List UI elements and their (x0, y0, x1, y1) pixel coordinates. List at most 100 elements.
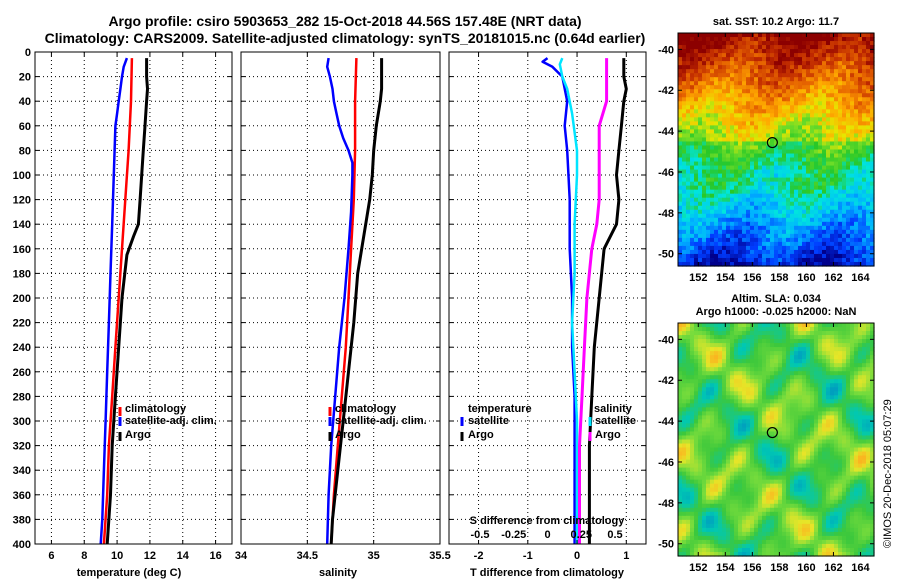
sst-cell (818, 213, 823, 219)
sst-cell (722, 33, 727, 38)
sst-cell (686, 41, 691, 46)
sst-cell (866, 253, 871, 259)
sst-cell (774, 125, 779, 131)
sla-cell (794, 359, 799, 364)
sla-cell (678, 323, 683, 328)
sla-cell (782, 463, 787, 469)
sla-cell (814, 435, 819, 441)
sst-cell (858, 237, 863, 243)
sla-cell (758, 423, 763, 429)
sla-cell (774, 359, 779, 364)
sla-cell (758, 395, 763, 400)
sla-cell (810, 399, 815, 404)
sla-cell (718, 331, 723, 336)
sla-cell (738, 335, 743, 340)
sst-cell (742, 41, 747, 46)
sst-cell (790, 245, 795, 251)
sst-cell (766, 89, 771, 94)
sla-cell (782, 439, 787, 445)
sst-cell (730, 97, 735, 102)
sst-cell (742, 189, 747, 195)
temperature-plot-frame (34, 51, 233, 545)
sst-cell (794, 165, 799, 171)
sst-cell (746, 161, 751, 167)
sst-cell (694, 233, 699, 239)
sst-cell (862, 233, 867, 239)
sla-cell (774, 395, 779, 400)
sla-cell (734, 415, 739, 421)
sst-cell (854, 41, 859, 46)
sst-cell (842, 221, 847, 227)
sst-cell (802, 245, 807, 251)
sla-cell (678, 455, 683, 461)
sla-cell (738, 415, 743, 421)
sst-cell (862, 257, 867, 263)
sla-cell (810, 347, 815, 352)
sst-cell (678, 129, 683, 135)
sst-cell (862, 145, 867, 151)
sst-cell (858, 209, 863, 215)
sst-cell (854, 77, 859, 82)
sla-cell (810, 327, 815, 332)
sst-cell (850, 261, 855, 267)
sst-cell (758, 141, 763, 147)
sla-cell (818, 379, 823, 384)
sst-cell (778, 117, 783, 122)
sla-cell (758, 411, 763, 416)
sst-cell (710, 81, 715, 86)
sla-cell (726, 439, 731, 445)
sst-cell (778, 57, 783, 62)
sst-cell (682, 149, 687, 155)
sla-cell (686, 335, 691, 340)
sst-cell (718, 253, 723, 259)
sst-cell (754, 217, 759, 223)
sla-cell (798, 435, 803, 441)
sst-cell (842, 81, 847, 86)
sst-cell (678, 117, 683, 122)
sst-cell (814, 45, 819, 50)
sst-cell (690, 109, 695, 114)
sla-cell (842, 347, 847, 352)
sst-cell (702, 257, 707, 263)
sst-cell (842, 161, 847, 167)
sst-cell (802, 65, 807, 70)
sst-cell (774, 129, 779, 135)
sla-cell (710, 323, 715, 328)
sst-cell (870, 57, 875, 62)
sst-cell (866, 257, 871, 263)
sla-cell (722, 455, 727, 461)
sst-cell (682, 61, 687, 66)
sst-cell (778, 241, 783, 247)
sst-cell (802, 221, 807, 227)
sla-cell (750, 415, 755, 421)
sla-cell (854, 351, 859, 356)
sst-cell (766, 217, 771, 223)
sst-cell (770, 261, 775, 267)
sla-cell (858, 367, 863, 372)
sst-cell (870, 189, 875, 195)
sla-cell (810, 387, 815, 392)
sla-cell (866, 339, 871, 344)
sla-cell (870, 351, 875, 356)
sst-cell (790, 85, 795, 90)
sla-cell (802, 447, 807, 453)
sla-cell (686, 403, 691, 408)
sst-cell (726, 217, 731, 223)
sla-cell (734, 395, 739, 400)
sla-cell (742, 395, 747, 400)
sst-cell (734, 65, 739, 70)
sla-cell (774, 355, 779, 360)
sst-cell (838, 165, 843, 171)
sla-cell (730, 447, 735, 453)
sst-cell (678, 233, 683, 239)
sla-cell (850, 395, 855, 400)
sst-cell (854, 189, 859, 195)
sla-cell (790, 447, 795, 453)
sla-cell (726, 455, 731, 461)
sst-cell (750, 197, 755, 203)
sst-cell (702, 77, 707, 82)
sla-cell (754, 327, 759, 332)
sla-cell (778, 391, 783, 396)
sst-cell (758, 225, 763, 231)
sst-cell (846, 129, 851, 135)
